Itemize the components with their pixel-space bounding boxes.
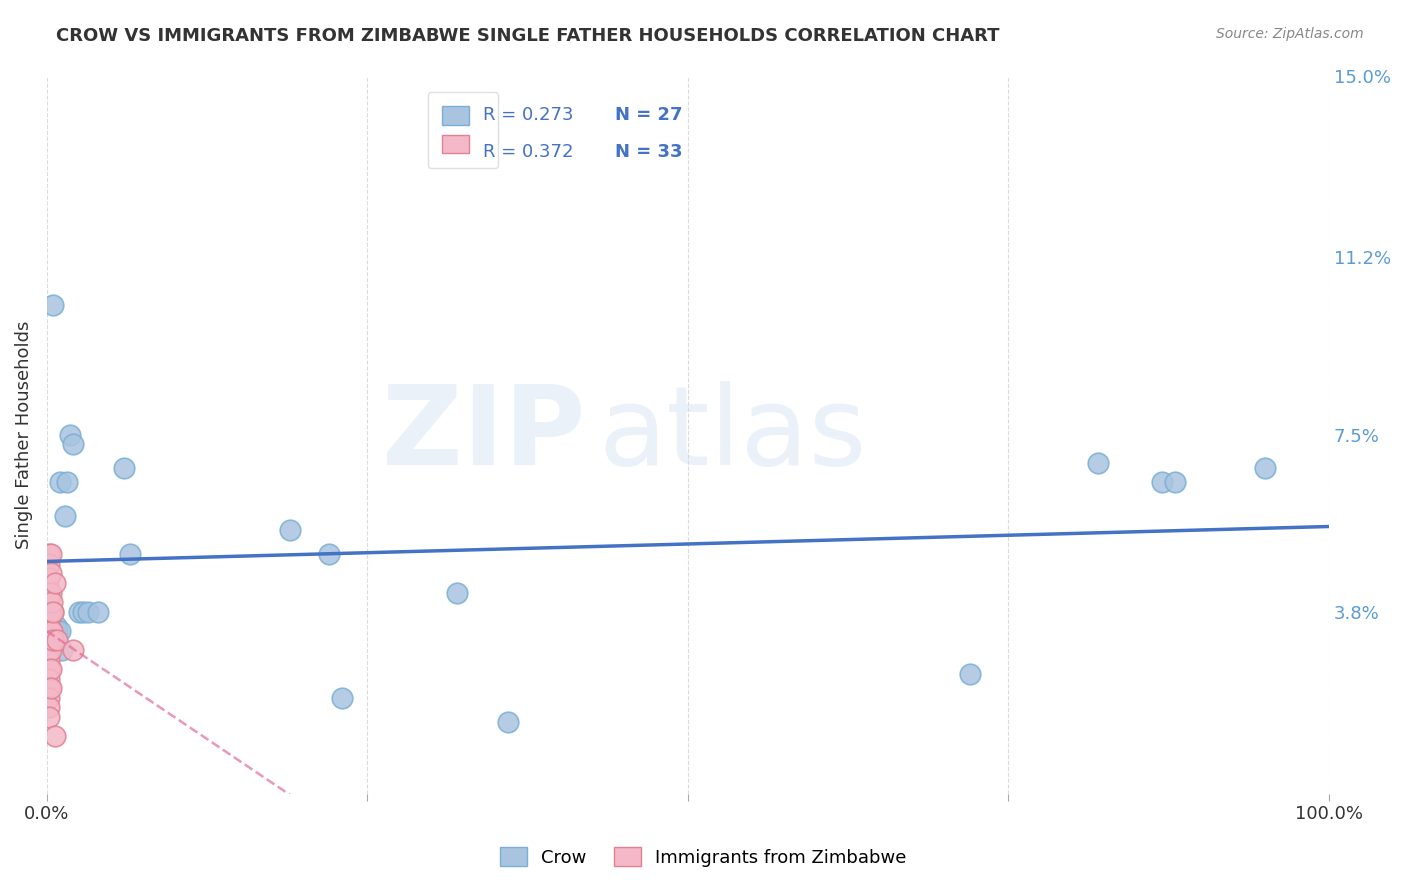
Point [48, 624, 70, 638]
Point [39, 624, 62, 638]
Point [38, 633, 60, 648]
Point [39, 585, 62, 599]
Point [39, 643, 62, 657]
Point [39, 566, 62, 581]
Point [42, 605, 65, 619]
Point [120, 547, 142, 561]
Text: R = 0.372: R = 0.372 [484, 144, 574, 161]
Point [38, 595, 60, 609]
Point [45, 619, 67, 633]
Point [280, 524, 302, 538]
Text: N = 27: N = 27 [616, 105, 683, 124]
Text: Source: ZipAtlas.com: Source: ZipAtlas.com [1216, 27, 1364, 41]
Point [38, 547, 60, 561]
Point [59, 427, 82, 442]
Point [51, 643, 73, 657]
Point [446, 585, 468, 599]
Point [46, 624, 69, 638]
Point [38, 700, 60, 714]
Point [72, 605, 94, 619]
Point [38, 571, 60, 585]
Legend: Crow, Immigrants from Zimbabwe: Crow, Immigrants from Zimbabwe [492, 840, 914, 874]
Point [77, 605, 100, 619]
Point [44, 576, 66, 591]
Point [330, 690, 353, 705]
Point [53, 508, 76, 523]
Point [38, 624, 60, 638]
Point [56, 475, 79, 490]
Point [39, 681, 62, 696]
Point [38, 557, 60, 571]
Point [1152, 475, 1174, 490]
Text: R = 0.273: R = 0.273 [484, 105, 574, 124]
Point [318, 547, 340, 561]
Legend: , : , [427, 92, 498, 169]
Point [38, 585, 60, 599]
Point [38, 681, 60, 696]
Point [1087, 456, 1109, 470]
Point [38, 605, 60, 619]
Point [42, 605, 65, 619]
Point [112, 461, 135, 475]
Point [62, 437, 84, 451]
Point [959, 667, 981, 681]
Point [38, 690, 60, 705]
Point [1164, 475, 1187, 490]
Text: CROW VS IMMIGRANTS FROM ZIMBABWE SINGLE FATHER HOUSEHOLDS CORRELATION CHART: CROW VS IMMIGRANTS FROM ZIMBABWE SINGLE … [56, 27, 1000, 45]
Point [38, 710, 60, 724]
Text: N = 33: N = 33 [616, 144, 683, 161]
Point [42, 633, 65, 648]
Point [41, 624, 63, 638]
Point [44, 729, 66, 743]
Point [62, 643, 84, 657]
Point [46, 633, 69, 648]
Point [39, 662, 62, 676]
Point [498, 714, 520, 729]
Point [38, 643, 60, 657]
Y-axis label: Single Father Households: Single Father Households [15, 320, 32, 549]
Point [39, 605, 62, 619]
Point [38, 672, 60, 686]
Point [41, 595, 63, 609]
Point [38, 662, 60, 676]
Point [1254, 461, 1277, 475]
Point [38, 652, 60, 666]
Point [48, 475, 70, 490]
Text: ZIP: ZIP [382, 381, 585, 488]
Point [38, 615, 60, 629]
Text: atlas: atlas [598, 381, 866, 488]
Point [67, 605, 90, 619]
Point [39, 547, 62, 561]
Point [87, 605, 110, 619]
Point [42, 298, 65, 312]
